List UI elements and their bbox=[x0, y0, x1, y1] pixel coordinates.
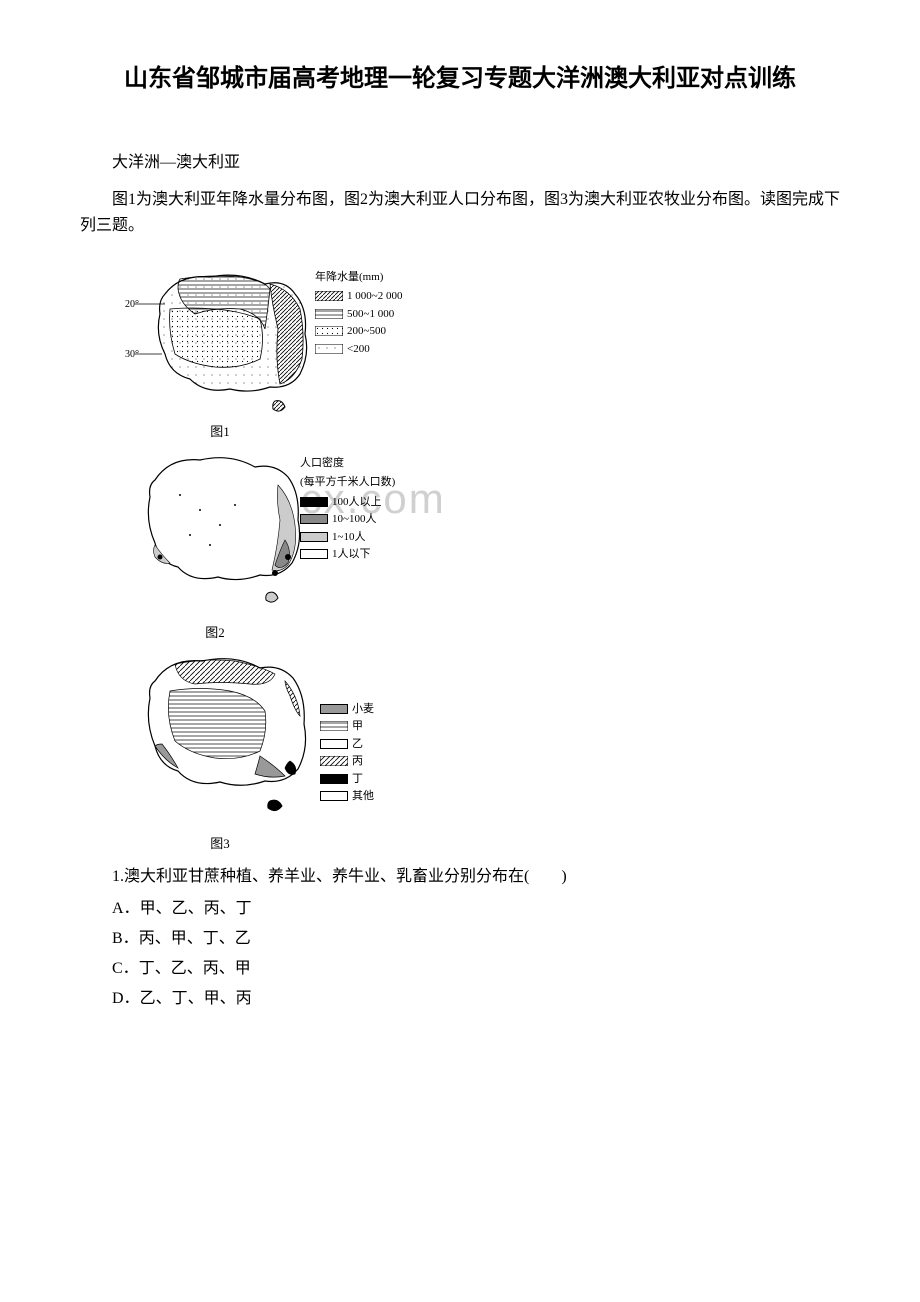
legend3-item-2: 乙 bbox=[320, 736, 374, 753]
legend1-item-1: 500~1 000 bbox=[315, 306, 402, 323]
legend1-item-2: 200~500 bbox=[315, 323, 402, 340]
lat-30: 30° bbox=[125, 349, 139, 360]
legend2-item-3: 1人以下 bbox=[300, 546, 395, 563]
legend2-subtitle: (每平方千米人口数) bbox=[300, 474, 395, 491]
legend3-item-0: 小麦 bbox=[320, 701, 374, 718]
map3-svg bbox=[120, 646, 350, 831]
option-a: A．甲、乙、丙、丁 bbox=[80, 894, 840, 918]
lat-20: 20° bbox=[125, 299, 139, 310]
fig2-label: 图2 bbox=[120, 622, 310, 641]
fig3-label: 图3 bbox=[120, 833, 320, 852]
legend-3: 小麦 甲 乙 丙 丁 其他 bbox=[320, 701, 374, 806]
option-d: D．乙、丁、甲、丙 bbox=[80, 984, 840, 1008]
legend3-item-1: 甲 bbox=[320, 718, 374, 735]
legend3-item-3: 丙 bbox=[320, 753, 374, 770]
city-dot-3 bbox=[158, 554, 163, 559]
section-label: 大洋洲—澳大利亚 bbox=[80, 148, 840, 172]
figure-3: 小麦 甲 乙 丙 丁 其他 图3 bbox=[120, 646, 460, 852]
legend1-item-0: 1 000~2 000 bbox=[315, 288, 402, 305]
option-c: C．丁、乙、丙、甲 bbox=[80, 954, 840, 978]
legend2-title: 人口密度 bbox=[300, 455, 395, 472]
figure-1: 20° 30° 年降水量(mm) 1 000~2 000 500~1 000 2… bbox=[120, 259, 460, 440]
legend3-item-5: 其他 bbox=[320, 788, 374, 805]
legend1-item-3: <200 bbox=[315, 341, 402, 358]
figures-container: 20° 30° 年降水量(mm) 1 000~2 000 500~1 000 2… bbox=[120, 259, 840, 852]
legend3-item-4: 丁 bbox=[320, 771, 374, 788]
legend1-title: 年降水量(mm) bbox=[315, 269, 402, 286]
legend-2: 人口密度 (每平方千米人口数) 100人以上 10~100人 1~10人 1人以… bbox=[300, 455, 395, 564]
question-text: 澳大利亚甘蔗种植、养羊业、养牛业、乳畜业分别分布在( ) bbox=[124, 868, 567, 885]
legend-1: 年降水量(mm) 1 000~2 000 500~1 000 200~500 <… bbox=[315, 269, 402, 359]
city-dot-2 bbox=[272, 570, 278, 576]
intro-text: 图1为澳大利亚年降水量分布图，图2为澳大利亚人口分布图，图3为澳大利亚农牧业分布… bbox=[80, 187, 840, 238]
question-1: 1.澳大利亚甘蔗种植、养羊业、养牛业、乳畜业分别分布在( ) bbox=[80, 862, 840, 886]
fig1-label: 图1 bbox=[120, 421, 320, 440]
map2-svg bbox=[120, 445, 330, 620]
legend2-item-1: 10~100人 bbox=[300, 511, 395, 528]
option-b: B．丙、甲、丁、乙 bbox=[80, 924, 840, 948]
question-number: 1. bbox=[112, 868, 124, 885]
legend2-item-0: 100人以上 bbox=[300, 494, 395, 511]
city-dot-1 bbox=[285, 554, 291, 560]
legend2-item-2: 1~10人 bbox=[300, 529, 395, 546]
figure-2: docx.com 人口密度 (每平方千米人口数) bbox=[120, 445, 480, 641]
page-title: 山东省邹城市届高考地理一轮复习专题大洋洲澳大利亚对点训练 bbox=[80, 60, 840, 98]
